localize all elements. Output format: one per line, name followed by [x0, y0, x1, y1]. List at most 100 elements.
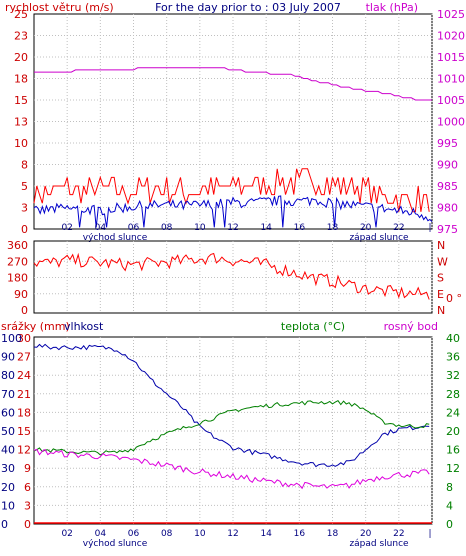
- humidity-tick: 50: [1, 425, 15, 438]
- pressure-tick: 1010: [437, 73, 465, 86]
- precip-tick: 24: [17, 369, 31, 382]
- precip-tick: 3: [24, 499, 31, 512]
- temperature-tick: 40: [446, 332, 460, 345]
- precip-tick: 12: [17, 444, 31, 457]
- direction-zero-label: 0 °: [446, 292, 462, 305]
- x-tick-label: 02: [61, 529, 72, 539]
- humidity-axis-label: vlhkost: [64, 320, 104, 333]
- x-tick-label: 08: [161, 529, 173, 539]
- pressure-tick: 1005: [437, 94, 465, 107]
- x-tick-label: 10: [194, 529, 206, 539]
- x-tick-label: 12: [227, 223, 238, 233]
- x-tick-label: 06: [128, 223, 140, 233]
- x-tick-label: 12: [227, 529, 238, 539]
- chart-title: For the day prior to : 03 July 2007: [155, 1, 341, 14]
- direction-tick: 270: [7, 255, 28, 268]
- compass-tick: S: [437, 272, 444, 285]
- wind-speed-tick: 20: [14, 51, 28, 64]
- x-tick-label: 16: [294, 529, 306, 539]
- x-tick-label: 16: [294, 223, 306, 233]
- temperature-tick: 32: [446, 369, 460, 382]
- humidity-tick: 70: [1, 388, 15, 401]
- temperature-tick: 8: [446, 481, 453, 494]
- x-tick-label: 20: [360, 529, 372, 539]
- humidity-tick: 30: [1, 462, 15, 475]
- precip-tick: 21: [17, 388, 31, 401]
- x-tick-label: 14: [260, 529, 272, 539]
- humidity-tick: 90: [1, 351, 15, 364]
- humidity-line: [33, 343, 430, 468]
- x-tick-label: 22: [393, 529, 404, 539]
- x-tick-label: 08: [161, 223, 173, 233]
- pressure-tick: 1025: [437, 8, 465, 21]
- pressure-axis-label: tlak (hPa): [366, 1, 418, 14]
- humidity-tick: 0: [1, 518, 8, 531]
- sunrise-label-bottom: východ slunce: [83, 539, 148, 549]
- x-tick-label: 04: [95, 223, 107, 233]
- direction-tick: 0: [21, 304, 28, 317]
- wind-speed-tick: 23: [14, 30, 28, 43]
- x-tick-label: |: [428, 529, 431, 539]
- pressure-tick: 1015: [437, 51, 465, 64]
- precip-tick: 27: [17, 351, 31, 364]
- compass-tick: N: [437, 239, 445, 252]
- pressure-tick: 975: [437, 223, 458, 236]
- precip-tick: 6: [24, 481, 31, 494]
- direction-tick: 360: [7, 239, 28, 252]
- pressure-tick: 1000: [437, 116, 465, 129]
- wind-speed-tick: 18: [14, 73, 28, 86]
- wind-speed-tick: 0: [21, 223, 28, 236]
- x-tick-label: 20: [360, 223, 372, 233]
- x-tick-label: 18: [327, 223, 339, 233]
- temperature-line: [33, 400, 430, 456]
- temperature-tick: 16: [446, 444, 460, 457]
- humidity-tick: 10: [1, 499, 15, 512]
- x-tick-label: 10: [194, 223, 206, 233]
- temperature-tick: 12: [446, 462, 460, 475]
- wind-speed-tick: 10: [14, 137, 28, 150]
- x-tick-label: 04: [95, 529, 107, 539]
- precip-tick: 15: [17, 425, 31, 438]
- wind-speed-tick: 13: [14, 116, 28, 129]
- compass-tick: W: [437, 255, 448, 268]
- precip-tick: 0: [24, 518, 31, 531]
- sunrise-label-top: východ slunce: [83, 233, 148, 243]
- precip-tick: 18: [17, 406, 31, 419]
- pressure-tick: 1020: [437, 30, 465, 43]
- wind-speed-axis-label: rychlost větru (m/s): [5, 1, 114, 14]
- pressure-tick: 990: [437, 159, 458, 172]
- wind-speed-tick: 25: [14, 8, 28, 21]
- dewpoint-axis-label: rosný bod: [384, 320, 438, 333]
- precip-tick: 9: [24, 462, 31, 475]
- temperature-axis-label: teplota (°C): [281, 320, 345, 333]
- humidity-tick: 80: [1, 369, 15, 382]
- temperature-tick: 28: [446, 388, 460, 401]
- direction-tick: 180: [7, 272, 28, 285]
- wind-direction-line: [33, 252, 430, 300]
- x-tick-label: 22: [393, 223, 404, 233]
- x-tick-label: 14: [260, 223, 272, 233]
- humidity-tick: 60: [1, 406, 15, 419]
- wind-speed-tick: 5: [21, 180, 28, 193]
- x-tick-label: 02: [61, 223, 72, 233]
- pressure-line: [34, 67, 432, 101]
- pressure-tick: 995: [437, 137, 458, 150]
- precip-axis-label: srážky (mm): [1, 320, 70, 333]
- sunset-label-top: západ slunce: [349, 233, 409, 243]
- pressure-tick: 985: [437, 180, 458, 193]
- temperature-tick: 36: [446, 351, 460, 364]
- x-tick-label: 06: [128, 529, 140, 539]
- temperature-tick: 24: [446, 406, 460, 419]
- compass-tick: E: [437, 288, 444, 301]
- sunset-label-bottom: západ slunce: [349, 539, 409, 549]
- wind-speed-tick: 15: [14, 94, 28, 107]
- temperature-tick: 20: [446, 425, 460, 438]
- wind-gust-line: [33, 168, 430, 213]
- wind-speed-tick: 3: [21, 202, 28, 215]
- wind-speed-tick: 8: [21, 159, 28, 172]
- pressure-tick: 980: [437, 202, 458, 215]
- x-tick-label: |: [428, 223, 431, 233]
- direction-tick: 90: [14, 288, 28, 301]
